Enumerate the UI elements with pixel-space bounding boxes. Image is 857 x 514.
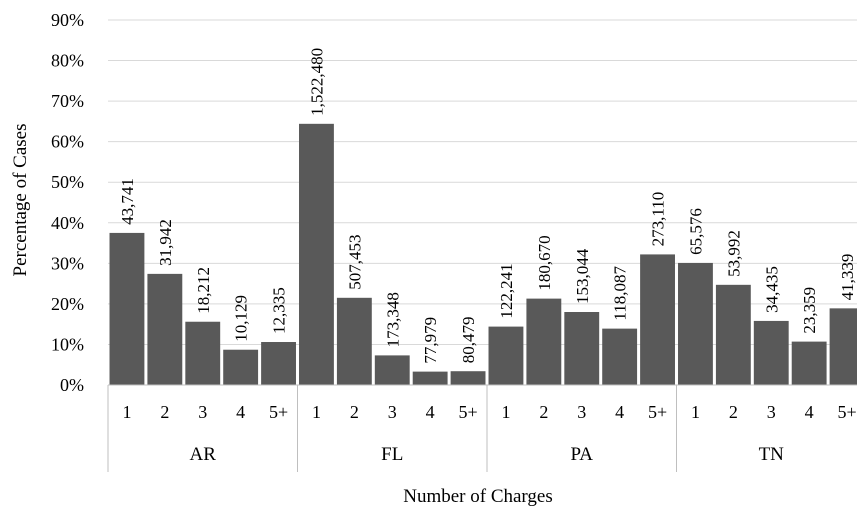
bar-tn-5plus [829,308,857,385]
data-label: 507,453 [345,235,364,290]
bar-pa-2 [526,298,562,385]
x-tick-label: 4 [236,402,245,422]
bar-ar-2 [147,273,183,385]
group-label-pa: PA [570,444,593,465]
data-label: 1,522,480 [307,48,326,116]
y-tick-label: 90% [51,10,84,30]
bar-pa-1 [488,326,524,385]
data-label: 153,044 [573,248,592,304]
x-tick-label: 3 [388,402,397,422]
x-tick-label: 4 [615,402,624,422]
x-tick-label: 2 [160,402,169,422]
axes: 0%10%20%30%40%50%60%70%80%90%1 2 3 4 5+AR1 2 3… [51,10,857,472]
bar-pa-3 [564,312,600,385]
bar-pa-5plus [640,254,675,385]
bars: 43,741 31,942 18,212 10,129 12,335 1,522,480 5… [109,48,857,386]
y-tick-label: 0% [60,375,84,395]
x-tick-label: 5+ [648,402,667,422]
data-label: 12,335 [270,287,289,334]
data-label: 23,359 [800,287,819,334]
data-label: 118,087 [611,266,630,321]
x-tick-label: 1 [501,402,510,422]
x-tick-label: 3 [198,402,207,422]
x-tick-label: 4 [426,402,435,422]
y-tick-label: 20% [51,294,84,314]
bar-ar-4 [223,349,259,385]
bar-fl-1 [299,123,334,386]
gridlines [108,19,857,345]
y-axis-title: Percentage of Cases [10,124,31,277]
group-label-fl: FL [381,444,403,465]
data-label: 80,479 [459,316,478,363]
y-tick-label: 40% [51,213,84,233]
data-label: 34,435 [762,266,781,313]
x-tick-label: 2 [350,402,359,422]
bar-tn-1 [678,262,713,385]
x-tick-label: 5+ [269,402,288,422]
data-label: 10,129 [232,295,251,342]
y-tick-label: 10% [51,334,84,354]
x-axis-title: Number of Charges [403,486,553,507]
data-label: 31,942 [156,219,175,266]
bar-tn-3 [753,320,789,385]
data-label: 53,992 [724,230,743,277]
bar-tn-4 [791,341,827,385]
bar-fl-2 [336,297,372,385]
x-tick-label: 2 [729,402,738,422]
y-tick-label: 60% [51,132,84,152]
x-tick-label: 5+ [837,402,856,422]
group-label-ar: AR [190,444,217,465]
bar-fl-4 [412,371,448,385]
data-label: 180,670 [535,235,554,290]
y-tick-label: 80% [51,51,84,71]
data-label: 273,110 [649,192,668,247]
data-label: 65,576 [686,208,705,255]
bar-fl-3 [374,355,410,385]
data-label: 122,241 [497,263,516,318]
x-tick-label: 3 [767,402,776,422]
bar-fl-5plus [450,371,486,385]
bar-ar-1 [109,232,145,385]
x-tick-label: 1 [691,402,700,422]
data-label: 173,348 [383,292,402,347]
x-tick-label: 1 [312,402,321,422]
y-tick-label: 30% [51,253,84,273]
bar-ar-5plus [261,342,296,385]
x-tick-label: 3 [577,402,586,422]
x-tick-label: 1 [122,402,131,422]
y-tick-label: 50% [51,172,84,192]
x-tick-label: 5+ [458,402,477,422]
data-label: 77,979 [421,317,440,364]
y-tick-label: 70% [51,91,84,111]
group-label-tn: TN [759,444,785,465]
x-tick-label: 2 [539,402,548,422]
x-tick-label: 4 [805,402,814,422]
data-label: 18,212 [194,267,213,314]
bar-tn-2 [715,284,751,385]
bar-ar-3 [185,321,221,385]
data-label: 41,339 [838,254,857,301]
data-label: 43,741 [118,178,137,225]
bar-pa-4 [602,328,638,385]
